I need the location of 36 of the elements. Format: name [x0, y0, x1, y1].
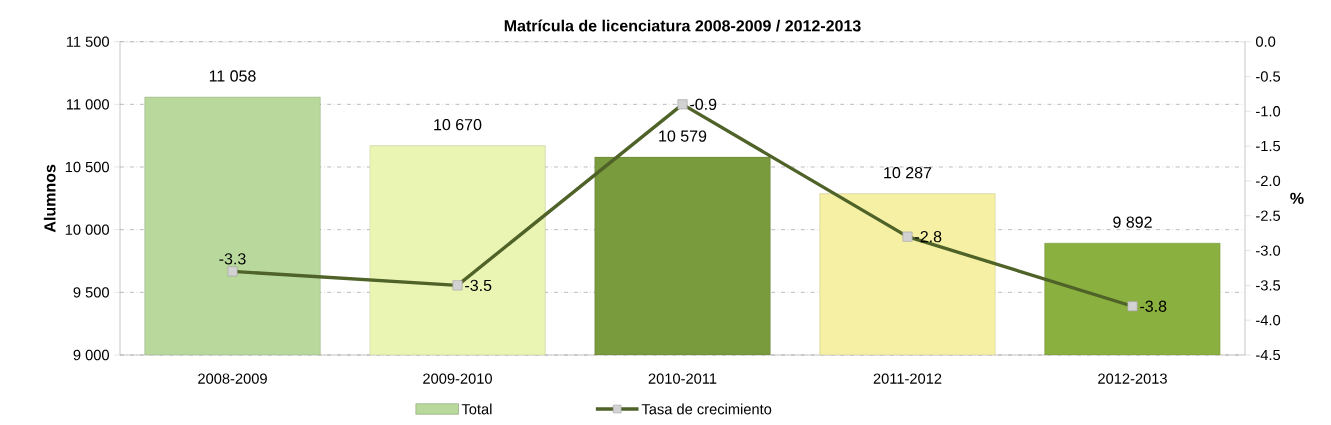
y-tick-label: 10 500: [65, 161, 109, 173]
x-tick-label: 2012-2013: [1098, 373, 1167, 384]
y2-tick-label: -1.0: [1256, 106, 1281, 117]
data-label: 11 058: [209, 70, 256, 82]
data-label: -2.8: [915, 230, 942, 243]
y2-tick-label: -4.0: [1256, 315, 1281, 326]
y2-tick-label: -3.0: [1256, 245, 1281, 256]
x-tick-label: 2009-2010: [423, 373, 492, 384]
y-tick-label: 11 500: [66, 36, 109, 47]
legend-label: Total: [461, 403, 492, 415]
y-tick-label: 11 000: [66, 99, 109, 110]
y-tick-label: 9 500: [73, 287, 109, 298]
data-label: 9 892: [1113, 216, 1152, 228]
y2-tick-label: 0.0: [1255, 36, 1276, 47]
y2-tick-label: -3.5: [1256, 280, 1281, 291]
chart-title: Matrícula de licenciatura 2008-2009 / 2012-2013: [504, 19, 861, 32]
x-tick-label: 2008-2009: [198, 373, 267, 384]
x-tick-label: 2010-2011: [648, 373, 717, 384]
data-label: 10 287: [884, 167, 932, 179]
data-label: 10 579: [659, 130, 707, 142]
y2-tick-label: -2.0: [1256, 175, 1281, 187]
y-tick-label: 10 000: [65, 224, 109, 235]
data-label: -0.9: [690, 98, 717, 110]
y2-tick-label: -0.5: [1256, 71, 1281, 82]
x-tick-label: 2011-2012: [873, 373, 942, 384]
y-axis-title: Alumnos: [43, 164, 56, 233]
data-label: -3.5: [465, 279, 492, 292]
data-label: -3.3: [219, 253, 246, 265]
y2-tick-label: -4.5: [1256, 349, 1281, 361]
y2-axis-title: %: [1290, 192, 1304, 204]
data-label: -3.8: [1140, 300, 1167, 312]
y2-tick-label: -1.5: [1256, 141, 1281, 152]
data-label: 10 670: [434, 118, 482, 131]
y-tick-label: 9 000: [73, 349, 109, 361]
legend-label: Tasa de crecimiento: [641, 403, 772, 415]
y2-tick-label: -2.5: [1256, 210, 1281, 221]
